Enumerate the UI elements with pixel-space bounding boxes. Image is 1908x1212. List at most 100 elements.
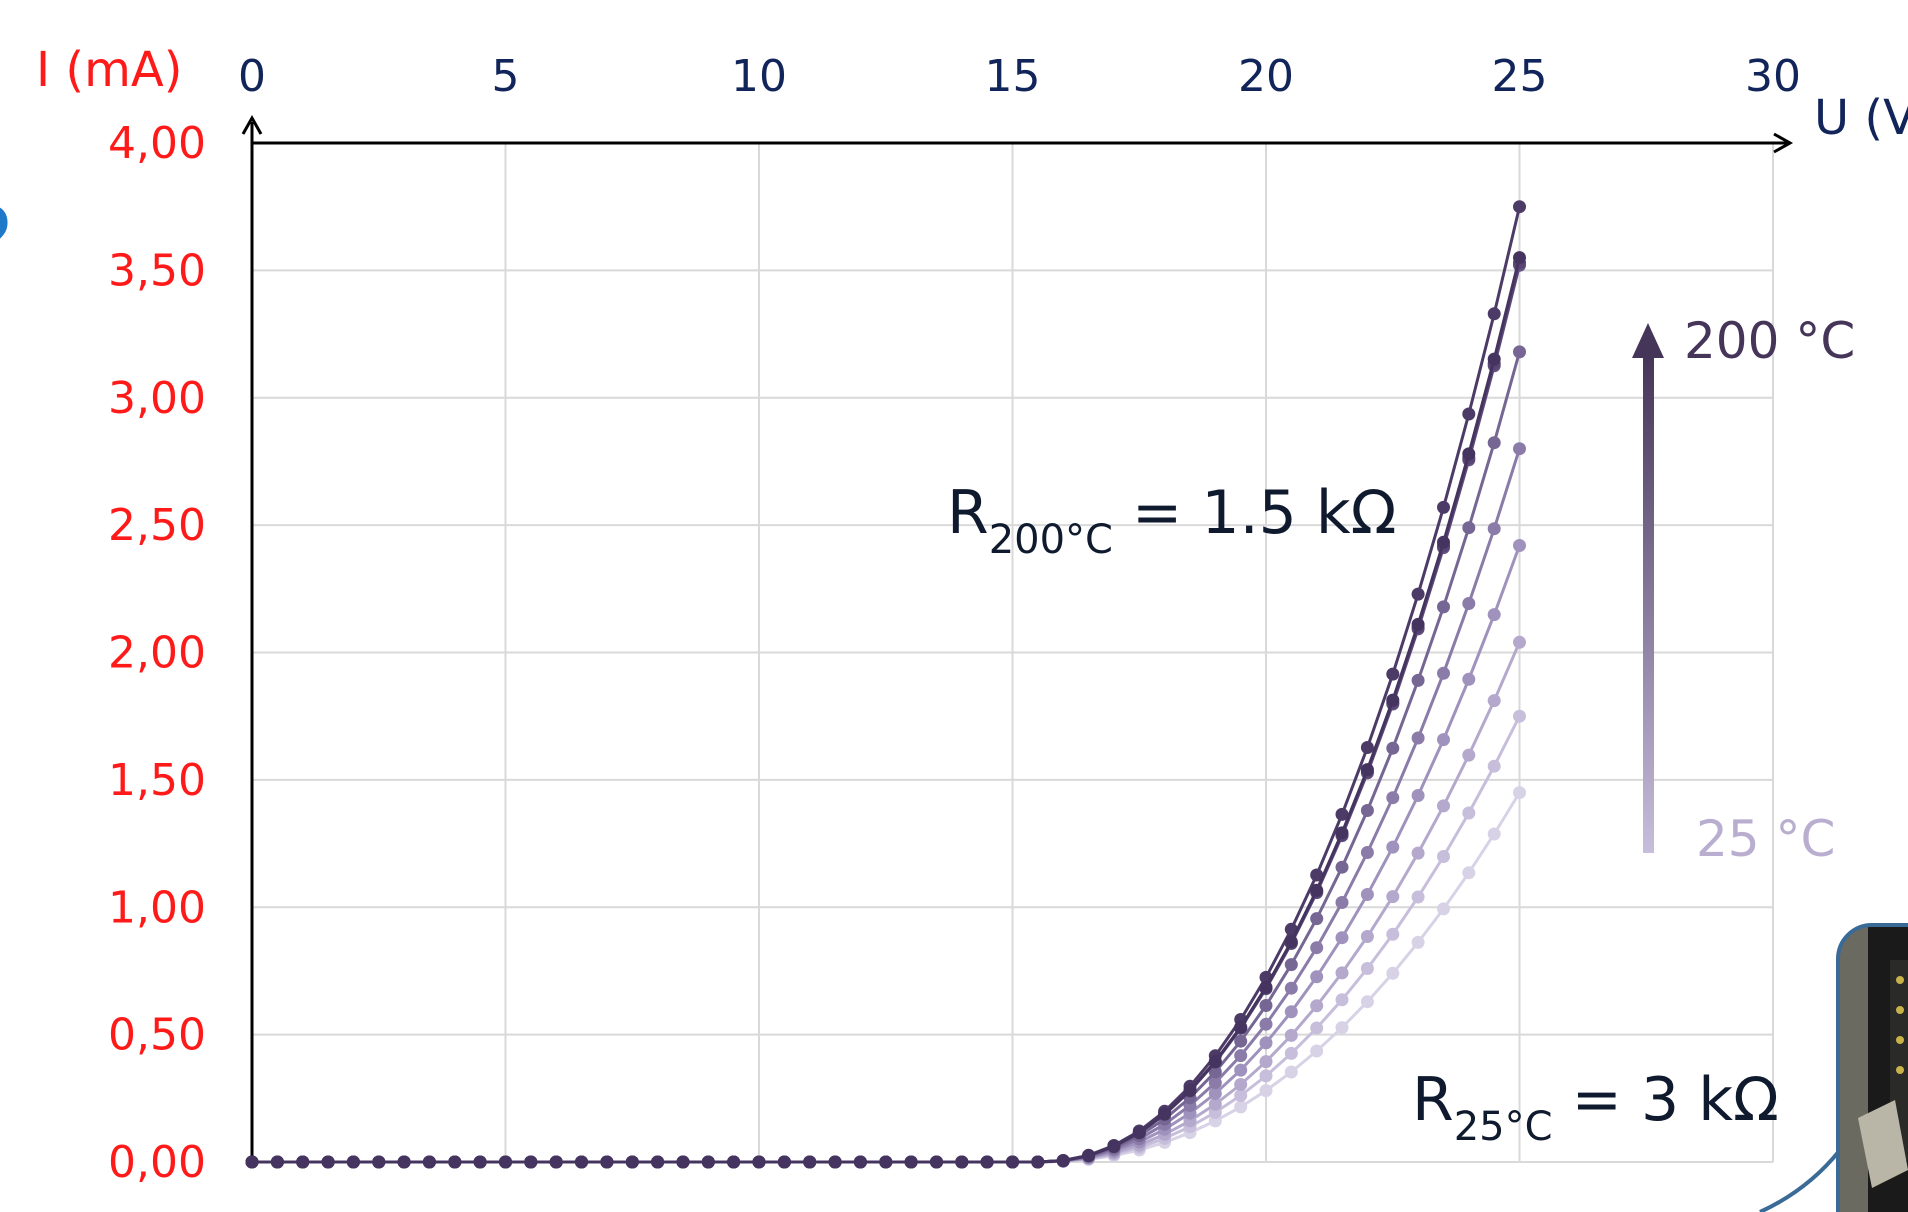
y-tick-label: 0,00: [108, 1137, 206, 1188]
r-hot-subscript: 200°C: [989, 517, 1113, 563]
data-point: [296, 1155, 310, 1169]
r-cold-main: R: [1412, 1065, 1454, 1135]
x-tick-label: 25: [1492, 51, 1548, 102]
data-point: [372, 1155, 386, 1169]
data-point: [524, 1155, 538, 1169]
curve-line: [252, 264, 1521, 1164]
curve-series: [245, 442, 1526, 1169]
data-point: [1259, 1069, 1273, 1083]
curve-series: [245, 258, 1526, 1169]
data-point: [1360, 741, 1374, 754]
curve-series: [245, 709, 1526, 1169]
data-point: [1006, 1155, 1019, 1169]
data-point: [1234, 1049, 1248, 1063]
data-point: [1107, 1139, 1121, 1153]
x-axis-label: U (V): [1814, 90, 1908, 146]
data-point: [1462, 407, 1476, 421]
data-point: [346, 1155, 360, 1169]
gridlines: [252, 142, 1774, 1163]
data-point: [1437, 666, 1450, 680]
temperature-arrow: [1632, 323, 1664, 853]
data-point: [1259, 1084, 1273, 1098]
r-cold-value: = 3 kΩ: [1553, 1065, 1779, 1135]
data-point: [1208, 1097, 1222, 1111]
data-point: [1360, 846, 1374, 859]
data-point: [1437, 500, 1450, 514]
data-point: [1056, 1154, 1070, 1168]
data-point: [1513, 200, 1526, 214]
photo-frame: [1836, 923, 1908, 1212]
data-point: [1310, 868, 1324, 882]
data-point: [1335, 966, 1349, 980]
data-point: [1360, 763, 1374, 777]
r-hot-value: = 1.5 kΩ: [1113, 478, 1397, 548]
data-point: [1360, 995, 1374, 1009]
data-point: [1386, 927, 1400, 941]
data-point: [448, 1155, 462, 1169]
data-point: [1208, 1087, 1222, 1100]
curve-line: [252, 544, 1521, 1164]
edge-question-glyph: ?: [0, 185, 14, 302]
data-point: [1513, 251, 1526, 265]
data-point: [1513, 635, 1526, 649]
data-point: [1031, 1155, 1045, 1169]
data-point: [575, 1155, 588, 1169]
x-tick-labels: 0 5 10 15 20 25 30: [238, 51, 1801, 102]
data-point: [625, 1155, 639, 1169]
data-point: [1310, 941, 1324, 955]
data-point: [1386, 693, 1400, 707]
data-point: [1487, 608, 1501, 622]
y-tick-label: 1,00: [108, 882, 206, 933]
y-tick-label: 2,50: [108, 500, 206, 551]
data-point: [1437, 600, 1450, 614]
data-point: [803, 1155, 817, 1169]
data-point: [1310, 970, 1324, 984]
curve-line: [252, 715, 1521, 1164]
data-point: [1259, 999, 1273, 1012]
temp-low-label: 25 °C: [1696, 810, 1835, 868]
data-point: [1284, 1028, 1298, 1042]
data-point: [321, 1155, 335, 1169]
data-point: [245, 1155, 259, 1169]
photo-callout-line: [1759, 1148, 1842, 1212]
data-point: [1487, 522, 1501, 536]
data-point: [1411, 789, 1425, 802]
data-point: [1462, 521, 1476, 535]
data-point: [1513, 442, 1526, 456]
data-point: [1411, 731, 1425, 745]
data-point: [1437, 902, 1450, 916]
y-tick-label: 0,50: [108, 1010, 206, 1061]
data-point: [1437, 733, 1450, 747]
data-point: [980, 1155, 994, 1169]
temperature-arrow-shaft: [1643, 355, 1654, 853]
data-point: [1360, 888, 1374, 901]
data-point: [930, 1155, 943, 1169]
data-point: [1437, 799, 1450, 813]
data-point: [1284, 935, 1298, 949]
y-tick-label: 3,50: [108, 245, 206, 296]
data-point: [1487, 759, 1501, 773]
series-group: [245, 200, 1526, 1169]
data-point: [1462, 866, 1476, 880]
data-point: [1310, 999, 1324, 1013]
data-point: [397, 1155, 411, 1169]
data-point: [1310, 1044, 1324, 1058]
data-point: [1082, 1149, 1096, 1163]
data-point: [1284, 1046, 1298, 1060]
data-point: [1386, 741, 1400, 755]
data-point: [549, 1155, 563, 1169]
r-hot-annotation: R200°C = 1.5 kΩ: [947, 478, 1397, 563]
data-point: [1360, 804, 1374, 817]
temperature-arrowhead: [1632, 323, 1664, 358]
data-point: [1386, 890, 1400, 904]
data-point: [1259, 1036, 1273, 1050]
data-point: [1487, 436, 1501, 450]
data-point: [701, 1155, 715, 1169]
data-point: [1310, 912, 1324, 926]
y-tick-labels: 0,00 0,50 1,00 1,50 2,00 2,50 3,00 3,50 4,00: [108, 118, 206, 1188]
data-point: [600, 1155, 614, 1169]
data-point: [1411, 673, 1425, 687]
curve-line: [252, 206, 1521, 1164]
data-point: [1360, 962, 1374, 975]
